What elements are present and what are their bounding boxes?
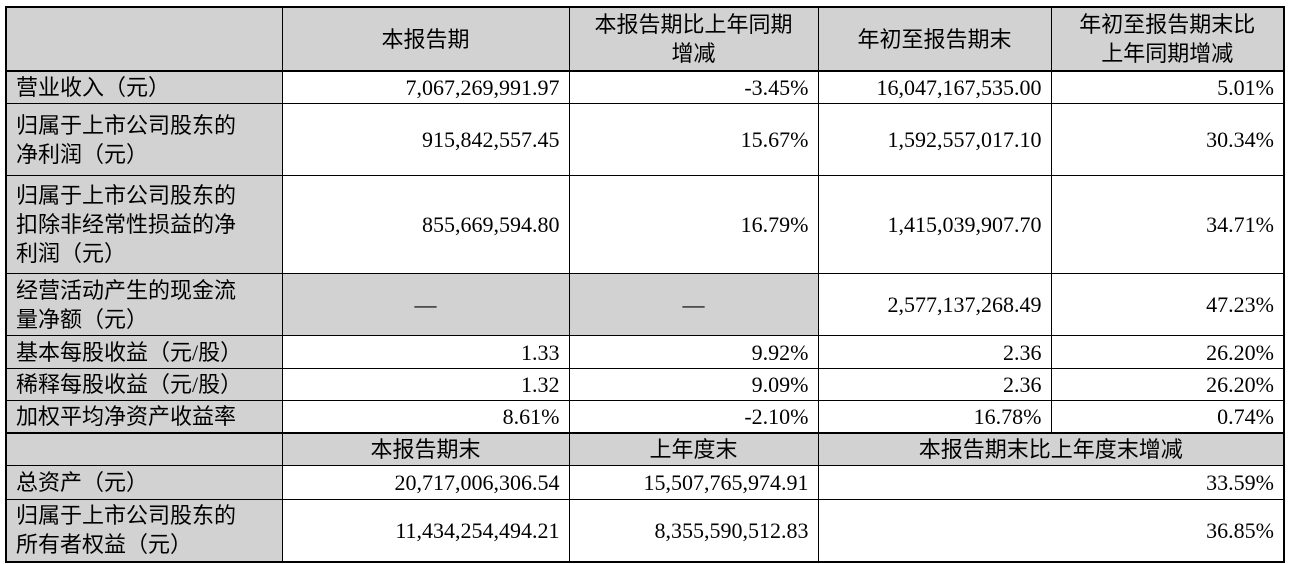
row-label: 经营活动产生的现金流 量净额（元） — [5, 273, 283, 336]
value-cell: 7,067,269,991.97 — [281, 70, 570, 104]
table-row-operating-revenue: 营业收入（元） 7,067,269,991.97 -3.45% 16,047,1… — [5, 70, 1285, 104]
corner-cell — [5, 6, 283, 72]
table-row-net-profit-excl-nonrecurring: 归属于上市公司股东的 扣除非经常性损益的净 利润（元） 855,669,594.… — [5, 175, 1285, 274]
value-cell: 16.78% — [817, 400, 1052, 434]
value-cell: 26.20% — [1050, 368, 1285, 401]
table-row-equity-attributable-to-shareholders: 归属于上市公司股东的 所有者权益（元） 11,434,254,494.21 8,… — [5, 499, 1285, 562]
value-cell: 9.09% — [568, 368, 819, 401]
column-header-end-of-period: 本报告期末 — [281, 432, 570, 466]
value-cell: 0.74% — [1050, 400, 1285, 434]
value-cell: 1.32 — [281, 368, 570, 401]
column-header-yoy-change: 本报告期比上年同期 增减 — [568, 6, 819, 72]
value-cell: 30.34% — [1050, 103, 1285, 176]
value-cell: 1,592,557,017.10 — [817, 103, 1052, 176]
value-cell: 20,717,006,306.54 — [281, 465, 570, 500]
table-row-total-assets: 总资产（元） 20,717,006,306.54 15,507,765,974.… — [5, 465, 1285, 500]
corner-cell — [5, 432, 283, 466]
table-header-row-bottom: 本报告期末 上年度末 本报告期末比上年度末增减 — [5, 432, 1285, 466]
value-cell: 915,842,557.45 — [281, 103, 570, 176]
value-cell: 1.33 — [281, 335, 570, 369]
row-label: 加权平均净资产收益率 — [5, 400, 283, 434]
value-cell: -2.10% — [568, 400, 819, 434]
value-cell: 1,415,039,907.70 — [817, 175, 1052, 274]
financial-summary-table: 本报告期 本报告期比上年同期 增减 年初至报告期末 年初至报告期末比 上年同期增… — [5, 6, 1285, 563]
column-header-ytd-yoy-change: 年初至报告期末比 上年同期增减 — [1050, 6, 1285, 72]
row-label: 归属于上市公司股东的 所有者权益（元） — [5, 499, 283, 562]
value-cell: 26.20% — [1050, 335, 1285, 369]
table-header-row-top: 本报告期 本报告期比上年同期 增减 年初至报告期末 年初至报告期末比 上年同期增… — [5, 6, 1285, 72]
value-cell: 15,507,765,974.91 — [568, 465, 819, 500]
column-header-current-period: 本报告期 — [281, 6, 570, 72]
value-cell: 16,047,167,535.00 — [817, 70, 1052, 104]
value-cell: 34.71% — [1050, 175, 1285, 274]
column-header-end-of-prior-year: 上年度末 — [568, 432, 819, 466]
row-label: 归属于上市公司股东的 扣除非经常性损益的净 利润（元） — [5, 175, 283, 274]
column-header-ytd: 年初至报告期末 — [817, 6, 1052, 72]
value-cell: 16.79% — [568, 175, 819, 274]
row-label: 归属于上市公司股东的 净利润（元） — [5, 103, 283, 176]
table-row-basic-eps: 基本每股收益（元/股） 1.33 9.92% 2.36 26.20% — [5, 335, 1285, 369]
value-cell: 8,355,590,512.83 — [568, 499, 819, 562]
dash-cell: — — [281, 273, 570, 336]
value-cell: -3.45% — [568, 70, 819, 104]
value-cell: 2,577,137,268.49 — [817, 273, 1052, 336]
value-cell: 47.23% — [1050, 273, 1285, 336]
table-row-net-profit: 归属于上市公司股东的 净利润（元） 915,842,557.45 15.67% … — [5, 103, 1285, 176]
table-row-weighted-avg-roe: 加权平均净资产收益率 8.61% -2.10% 16.78% 0.74% — [5, 400, 1285, 434]
value-cell: 2.36 — [817, 368, 1052, 401]
value-cell: 855,669,594.80 — [281, 175, 570, 274]
value-cell: 33.59% — [817, 465, 1285, 500]
row-label: 总资产（元） — [5, 465, 283, 500]
value-cell: 11,434,254,494.21 — [281, 499, 570, 562]
row-label: 基本每股收益（元/股） — [5, 335, 283, 369]
table-row-operating-cash-flow: 经营活动产生的现金流 量净额（元） — — 2,577,137,268.49 4… — [5, 273, 1285, 336]
table-row-diluted-eps: 稀释每股收益（元/股） 1.32 9.09% 2.36 26.20% — [5, 368, 1285, 401]
value-cell: 2.36 — [817, 335, 1052, 369]
row-label: 稀释每股收益（元/股） — [5, 368, 283, 401]
value-cell: 36.85% — [817, 499, 1285, 562]
value-cell: 8.61% — [281, 400, 570, 434]
value-cell: 9.92% — [568, 335, 819, 369]
quarterly-report-key-figures: 本报告期 本报告期比上年同期 增减 年初至报告期末 年初至报告期末比 上年同期增… — [5, 6, 1285, 563]
row-label: 营业收入（元） — [5, 70, 283, 104]
value-cell: 5.01% — [1050, 70, 1285, 104]
column-header-change-vs-prior-year-end: 本报告期末比上年度末增减 — [817, 432, 1285, 466]
value-cell: 15.67% — [568, 103, 819, 176]
dash-cell: — — [568, 273, 819, 336]
